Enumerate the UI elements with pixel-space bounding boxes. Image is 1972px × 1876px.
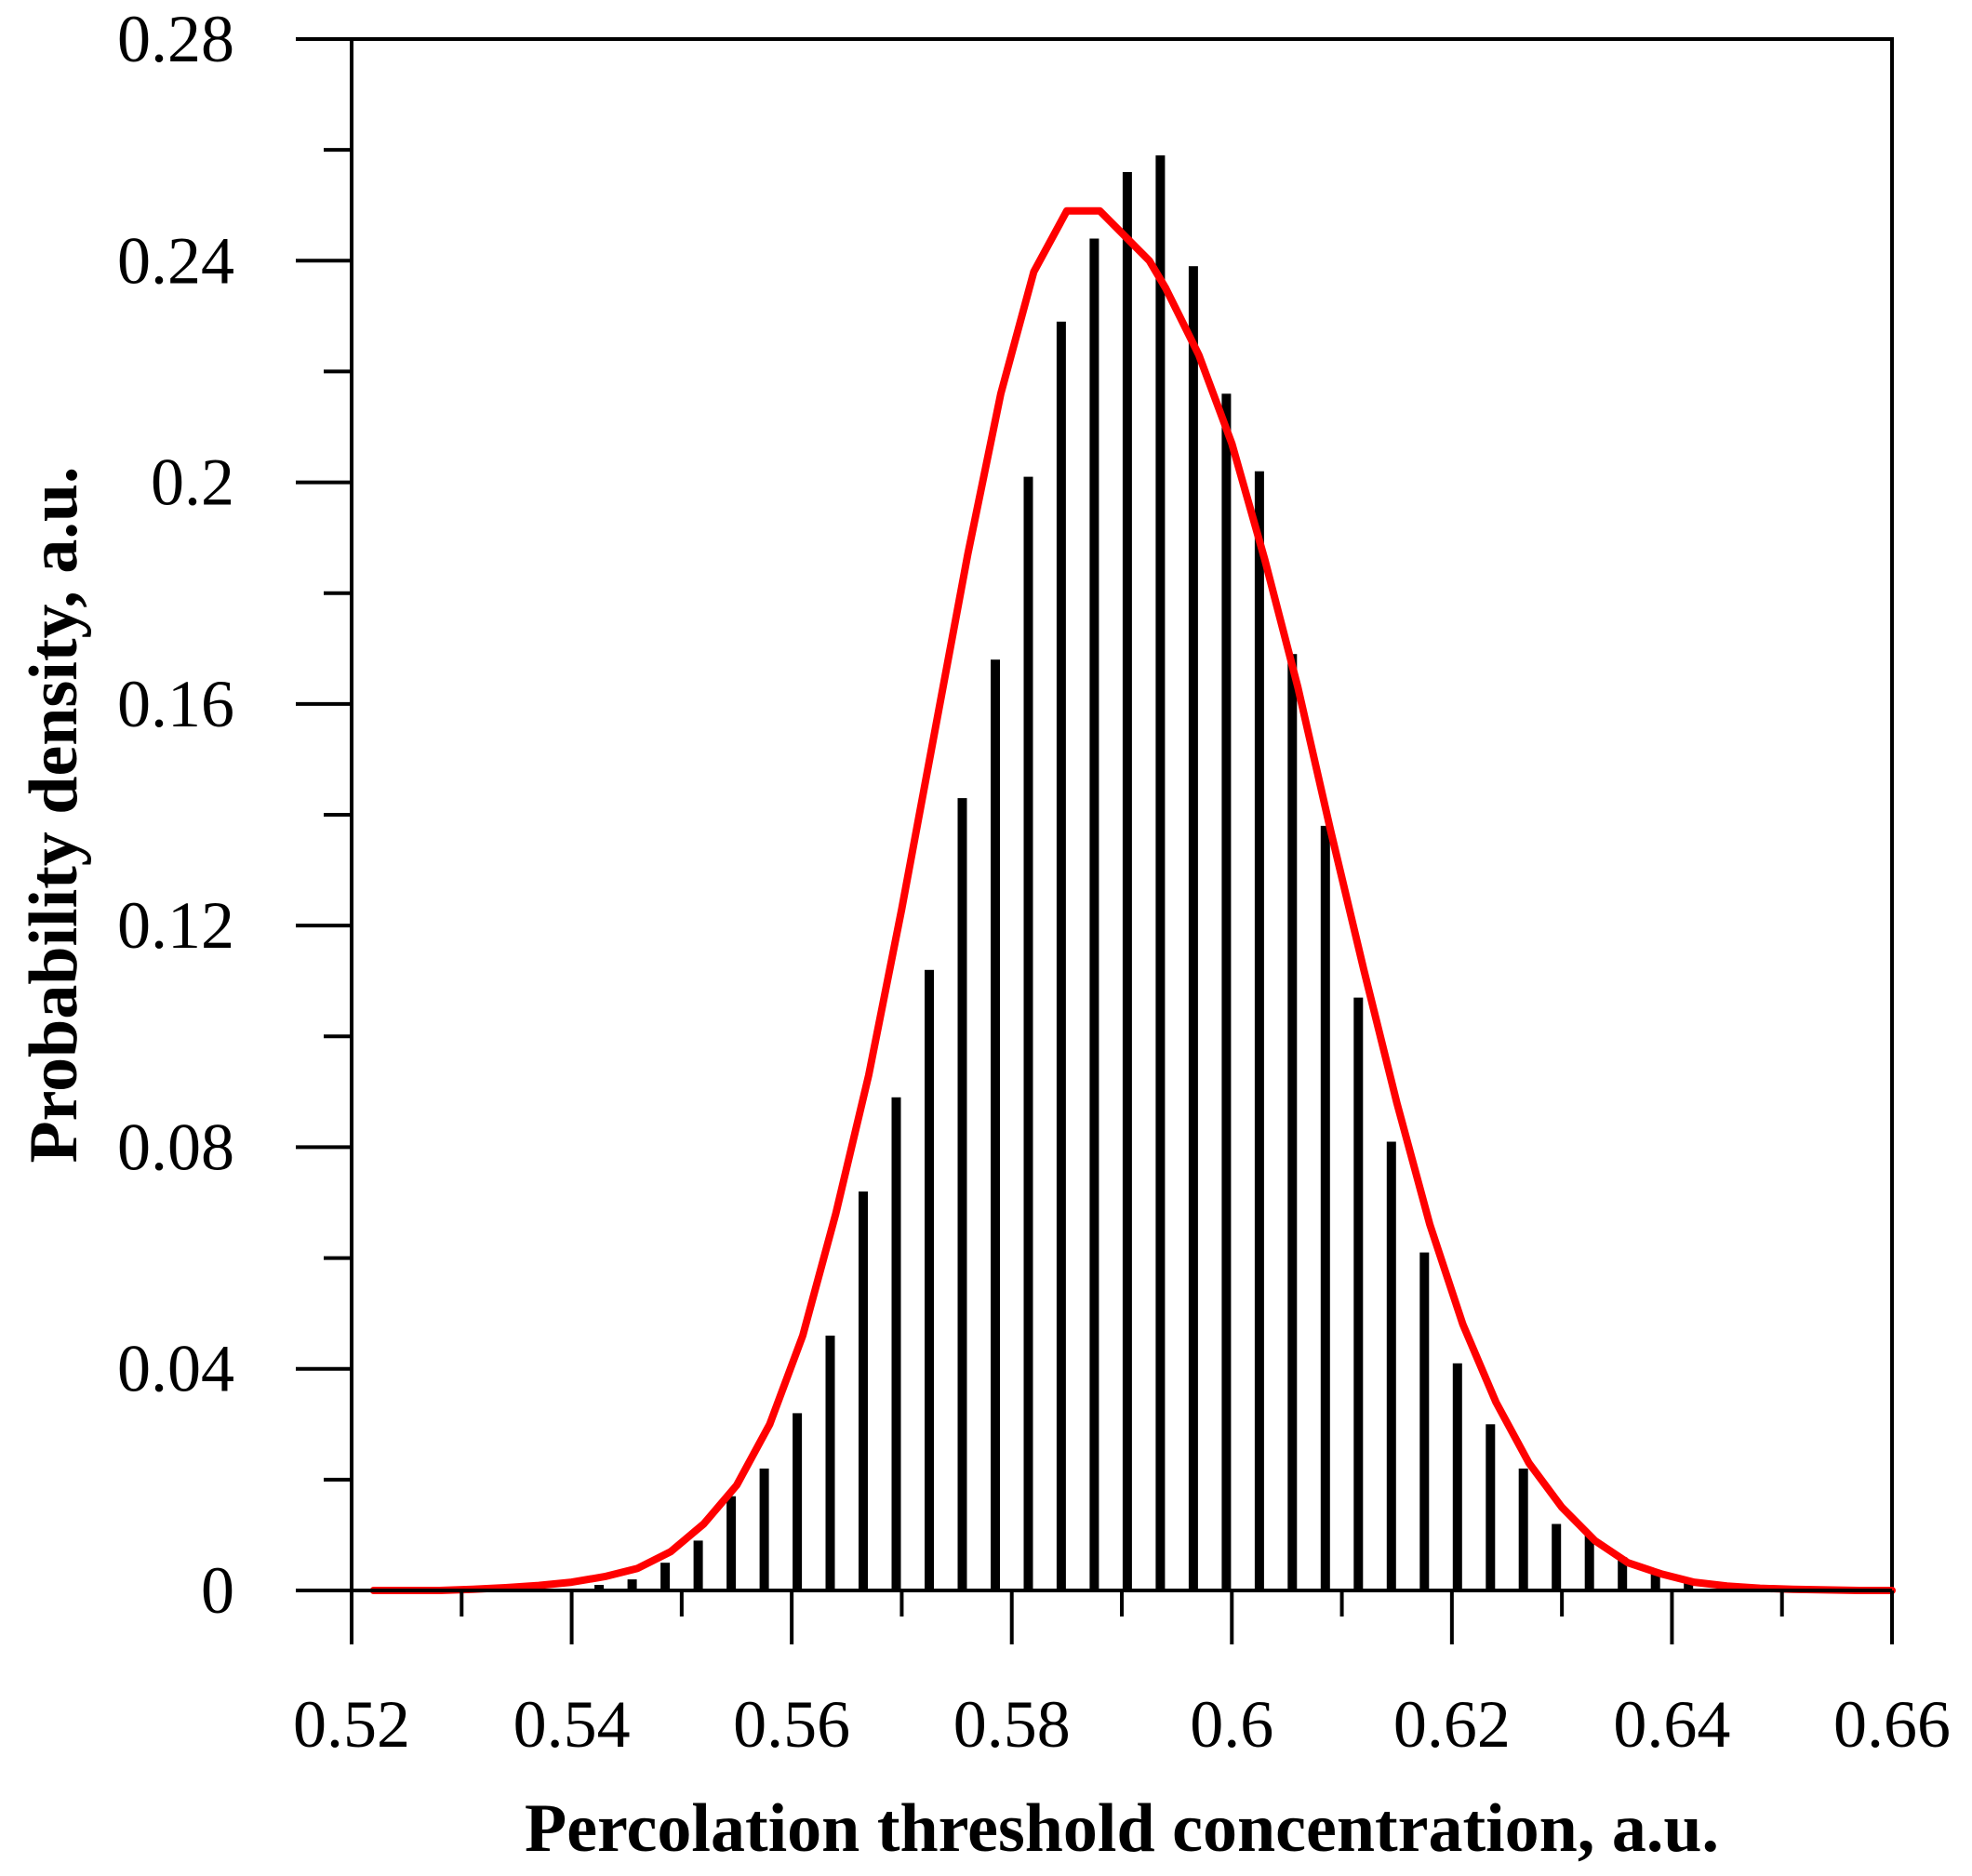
histogram-bar — [1023, 476, 1033, 1590]
histogram-bar — [1287, 654, 1298, 1590]
y-axis-title: Probability density, a.u. — [16, 466, 92, 1163]
y-tick-label: 0.2 — [151, 446, 234, 520]
histogram-bar — [1452, 1363, 1462, 1590]
histogram-bar — [1552, 1523, 1562, 1590]
histogram-bar — [1584, 1535, 1594, 1590]
histogram-bar — [859, 1191, 868, 1590]
histogram-bar — [1618, 1557, 1628, 1590]
x-tick-label: 0.64 — [1613, 1687, 1730, 1762]
y-tick-label: 0.24 — [117, 223, 234, 298]
histogram-bar — [594, 1585, 605, 1590]
histogram-bar — [759, 1468, 769, 1590]
histogram-bar — [726, 1496, 737, 1590]
x-tick-label: 0.52 — [293, 1687, 410, 1762]
y-tick-label: 0.04 — [117, 1332, 234, 1406]
x-tick-label: 0.66 — [1833, 1687, 1951, 1762]
histogram-bar — [925, 969, 934, 1590]
histogram-bar — [1419, 1252, 1430, 1590]
histogram-bar — [1089, 238, 1099, 1590]
histogram-bar — [627, 1579, 637, 1590]
y-tick-label: 0.08 — [117, 1110, 234, 1184]
histogram-bar — [1122, 172, 1132, 1590]
x-tick-label: 0.58 — [953, 1687, 1071, 1762]
histogram-bars — [594, 155, 1726, 1591]
x-tick-label: 0.56 — [733, 1687, 850, 1762]
histogram-bar — [1650, 1574, 1660, 1590]
x-axis-title: Percolation threshold concentration, a.u… — [525, 1790, 1719, 1867]
histogram-bar — [825, 1336, 835, 1590]
x-tick-label: 0.62 — [1393, 1687, 1511, 1762]
histogram-bar — [1353, 997, 1364, 1590]
histogram-bar — [991, 659, 1000, 1590]
x-tick-label: 0.6 — [1190, 1687, 1273, 1762]
x-tick-label: 0.54 — [513, 1687, 631, 1762]
histogram-bar — [1221, 393, 1232, 1590]
axes: 0 0.04 0.08 0.12 0.16 0.2 0.24 0.28 0.52 0.54 0.56… — [117, 2, 1951, 1762]
y-tick-label: 0.16 — [117, 667, 234, 741]
y-tick-label: 0.28 — [117, 2, 234, 76]
histogram-bar — [957, 798, 967, 1590]
histogram-bar — [1518, 1468, 1528, 1590]
histogram-bar — [1188, 266, 1198, 1591]
y-tick-label: 0.12 — [117, 888, 234, 963]
histogram-bar — [1486, 1424, 1496, 1590]
histogram-bar — [891, 1097, 901, 1590]
histogram-bar — [1320, 825, 1330, 1590]
histogram-bar — [1056, 321, 1066, 1590]
histogram-bar — [1684, 1579, 1694, 1590]
histogram-bar — [1254, 471, 1264, 1591]
histogram-bar — [1386, 1141, 1396, 1590]
plot-frame — [350, 37, 1894, 1592]
histogram-bar — [793, 1413, 803, 1590]
histogram-bar — [660, 1563, 671, 1590]
y-tick-label: 0 — [201, 1553, 234, 1628]
histogram-bar — [1155, 155, 1166, 1591]
fit-curve — [369, 206, 1896, 1594]
histogram-bar — [693, 1540, 703, 1590]
